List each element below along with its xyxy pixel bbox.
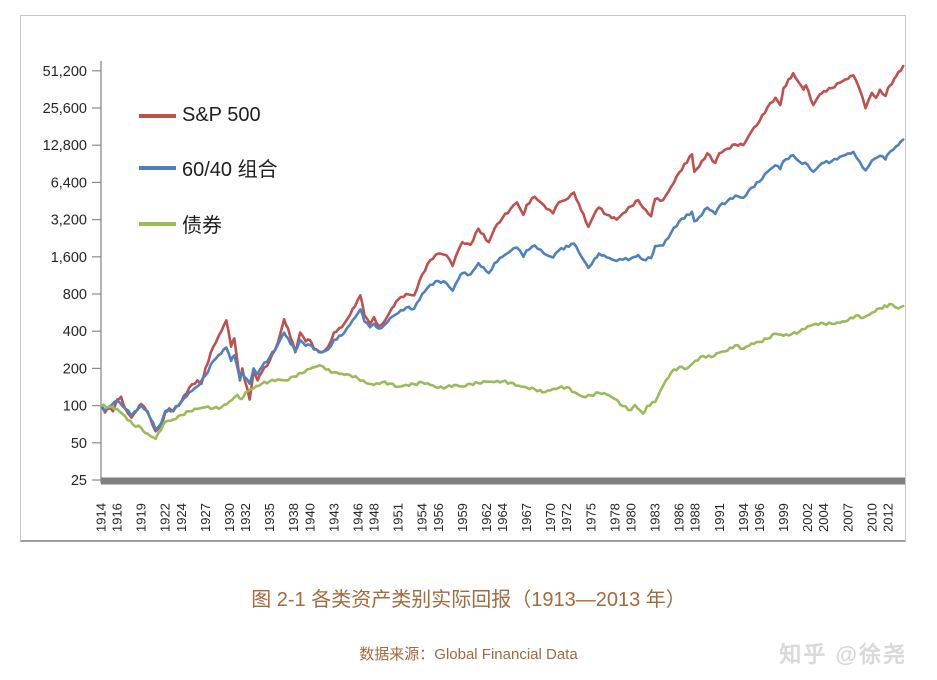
x-tick-label: 2002 — [800, 503, 815, 532]
x-tick-label: 1972 — [559, 503, 574, 532]
y-tick-label: 12,800 — [43, 138, 87, 154]
legend-item-bonds: 债券 — [139, 209, 222, 238]
data-source-note: 数据来源：Global Financial Data — [359, 646, 578, 663]
zhihu-watermark: 知乎 @徐尧 — [779, 642, 907, 667]
x-tick-label: 1954 — [415, 503, 430, 532]
x-tick-label: 1927 — [198, 503, 213, 532]
x-tick-label: 1964 — [495, 503, 510, 532]
portfolio-60-40-legend-swatch — [139, 165, 176, 170]
y-tick-label: 400 — [63, 324, 87, 340]
y-tick-label: 3,200 — [51, 213, 87, 229]
x-tick-label: 1919 — [134, 503, 149, 532]
x-tick-label: 2010 — [864, 503, 879, 532]
x-tick-label: 1980 — [623, 503, 638, 532]
x-tick-label: 1967 — [519, 503, 534, 532]
x-tick-label: 1940 — [302, 503, 317, 532]
y-tick-label: 25,600 — [43, 101, 87, 117]
x-tick-label: 1946 — [350, 503, 365, 532]
portfolio-60-40-legend-label: 60/40 组合 — [182, 159, 278, 181]
x-tick-label: 1922 — [158, 503, 173, 532]
x-tick-label: 1999 — [776, 503, 791, 532]
x-tick-label: 1935 — [262, 503, 277, 532]
y-tick-label: 50 — [71, 436, 87, 452]
portfolio-60-40-series-line — [99, 138, 905, 431]
x-tick-label: 1994 — [736, 503, 751, 532]
x-tick-label: 1956 — [431, 503, 446, 532]
x-tick-label: 1948 — [367, 503, 382, 532]
y-tick-label: 6,400 — [51, 175, 87, 191]
x-tick-label: 2012 — [880, 503, 895, 532]
y-tick-label: 1,600 — [51, 250, 87, 266]
y-tick-label: 800 — [63, 287, 87, 303]
x-tick-label: 1916 — [110, 503, 125, 532]
x-tick-label: 1986 — [672, 503, 687, 532]
line-chart-plot: 51,200 25,600 12,800 6,400 3,200 1,600 800 400 2… — [43, 61, 905, 532]
x-tick-label: 1914 — [94, 503, 109, 532]
bonds-legend-label: 债券 — [182, 215, 222, 237]
y-tick-label: 100 — [63, 399, 87, 415]
x-tick-label: 1943 — [326, 503, 341, 532]
x-tick-label: 1962 — [479, 503, 494, 532]
y-tick-label: 51,200 — [43, 64, 87, 80]
bonds-legend-swatch — [139, 221, 176, 226]
x-tick-label: 1924 — [174, 503, 189, 532]
x-tick-label: 1988 — [688, 503, 703, 532]
x-axis-bar — [101, 477, 905, 485]
x-tick-label: 1959 — [455, 503, 470, 532]
chart-frame: 51,200 25,600 12,800 6,400 3,200 1,600 800 400 2… — [20, 15, 906, 542]
legend-item-sp500: S&P 500 — [139, 104, 261, 127]
sp500-legend-label: S&P 500 — [182, 104, 261, 126]
x-tick-label: 1938 — [286, 503, 301, 532]
x-tick-label: 1991 — [712, 503, 727, 532]
x-tick-label: 1970 — [543, 503, 558, 532]
x-tick-label: 1996 — [752, 503, 767, 532]
x-tick-label: 1932 — [238, 503, 253, 532]
sp500-legend-swatch — [139, 113, 176, 118]
sp500-series-line — [99, 64, 905, 433]
y-tick-label: 25 — [71, 473, 87, 489]
x-tick-label: 1978 — [607, 503, 622, 532]
x-tick-label: 1983 — [648, 503, 663, 532]
x-tick-label: 1930 — [222, 503, 237, 532]
x-tick-label: 2004 — [816, 503, 831, 532]
x-tick-label: 1975 — [583, 503, 598, 532]
y-tick-label: 200 — [63, 361, 87, 377]
x-tick-label: 1951 — [391, 503, 406, 532]
x-tick-label: 2007 — [840, 503, 855, 532]
figure-caption: 图 2-1 各类资产类别实际回报（1913—2013 年） — [251, 589, 686, 611]
legend-item-portfolio-60-40: 60/40 组合 — [139, 153, 278, 182]
bonds-series-line — [99, 302, 905, 440]
